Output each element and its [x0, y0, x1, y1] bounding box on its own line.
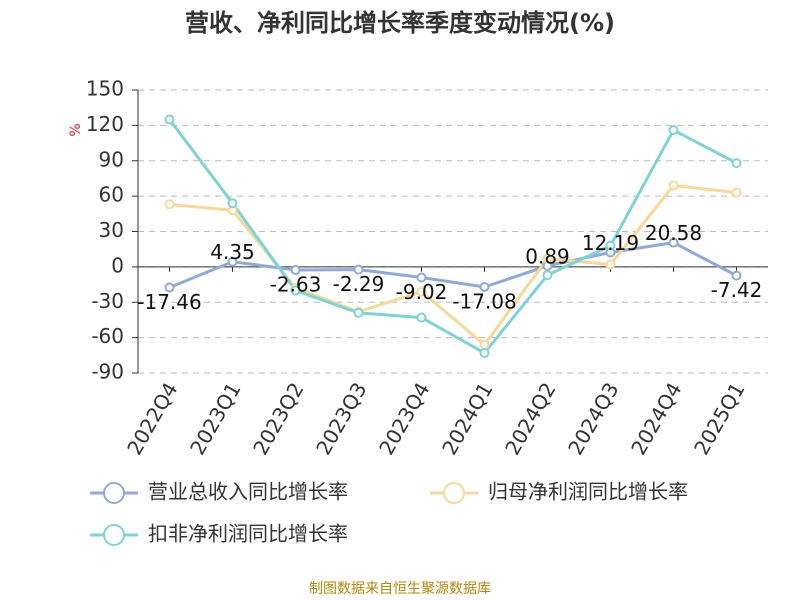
y-tick-label: 90: [99, 147, 124, 171]
data-point: [353, 307, 364, 318]
y-tick-label: 0: [111, 253, 124, 277]
data-point: [416, 312, 427, 323]
data-label: -2.63: [270, 272, 322, 296]
legend-marker: [103, 482, 125, 504]
x-tick-label: 2025Q1: [689, 378, 749, 459]
data-label: -7.42: [711, 278, 763, 302]
data-label: -2.29: [333, 272, 385, 296]
data-label: -17.08: [452, 290, 516, 314]
x-tick-label: 2023Q2: [248, 378, 308, 459]
data-point: [164, 199, 175, 210]
data-label: -17.46: [137, 290, 201, 314]
legend-label: 归母净利润同比增长率: [488, 480, 688, 504]
data-point: [731, 158, 742, 169]
data-point: [290, 264, 301, 275]
data-point: [227, 256, 238, 267]
x-tick-label: 2024Q4: [626, 378, 686, 459]
y-tick-label: 30: [99, 218, 124, 242]
data-point: [416, 272, 427, 283]
legend-marker: [443, 482, 465, 504]
data-point: [542, 270, 553, 281]
data-point: [731, 187, 742, 198]
x-tick-label: 2024Q1: [437, 378, 497, 459]
x-tick-label: 2024Q2: [500, 378, 560, 459]
legend-label: 营业总收入同比增长率: [148, 480, 348, 504]
data-point: [479, 339, 490, 350]
y-tick-label: 60: [99, 183, 124, 207]
data-point: [479, 282, 490, 293]
y-axis-label: %: [68, 123, 84, 136]
series-line: [168, 241, 738, 289]
data-point: [227, 198, 238, 209]
data-point: [668, 237, 679, 248]
data-point: [479, 347, 490, 358]
data-label: 20.58: [645, 221, 702, 245]
y-tick-label: -90: [91, 360, 124, 384]
x-tick-label: 2022Q4: [122, 378, 182, 459]
legend-marker: [103, 524, 125, 546]
y-tick-label: -60: [91, 324, 124, 348]
data-point: [542, 253, 553, 264]
data-label: 0.89: [525, 244, 570, 268]
y-tick-label: 120: [86, 112, 124, 136]
data-point: [605, 259, 616, 270]
data-point: [290, 285, 301, 296]
data-point: [605, 240, 616, 251]
chart-title: 营收、净利同比增长率季度变动情况(%): [185, 9, 615, 37]
legend-label: 扣非净利润同比增长率: [148, 522, 348, 546]
x-tick-label: 2023Q3: [311, 378, 371, 459]
data-point: [164, 282, 175, 293]
x-tick-label: 2024Q3: [563, 378, 623, 459]
data-label: -9.02: [396, 280, 448, 304]
series-line: [168, 118, 738, 355]
data-point: [416, 286, 427, 297]
data-point: [353, 264, 364, 275]
data-label: 12.19: [582, 231, 639, 255]
data-point: [164, 114, 175, 125]
x-tick-label: 2023Q1: [185, 378, 245, 459]
data-point: [668, 125, 679, 136]
data-point: [668, 180, 679, 191]
x-tick-label: 2023Q4: [374, 378, 434, 459]
y-tick-label: -30: [91, 289, 124, 313]
source: 制图数据来自恒生聚源数据库: [309, 581, 491, 597]
data-label: 4.35: [210, 240, 255, 264]
y-tick-label: 150: [86, 77, 124, 101]
data-point: [731, 270, 742, 281]
